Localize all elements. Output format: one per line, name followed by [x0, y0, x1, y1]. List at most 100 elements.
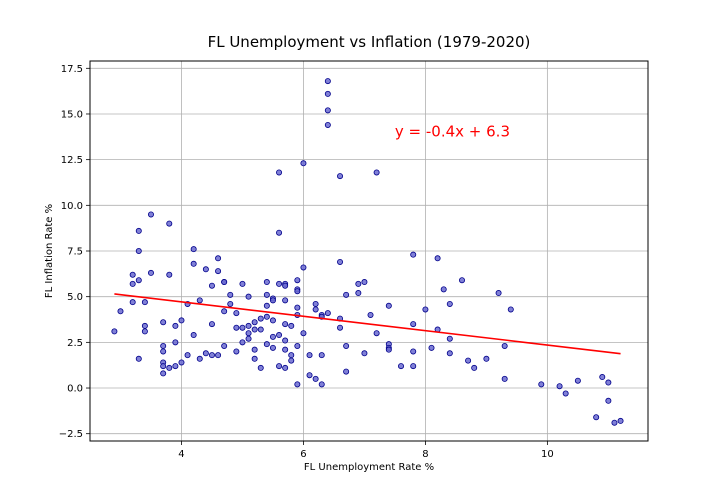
data-point — [276, 363, 283, 370]
data-point — [312, 375, 319, 382]
data-point — [263, 302, 270, 309]
data-point — [355, 290, 362, 297]
data-point — [343, 368, 350, 375]
data-point — [495, 290, 502, 297]
data-point — [239, 324, 246, 331]
data-point — [324, 90, 331, 97]
x-axis-ticks: 4 6 8 10 — [178, 441, 554, 460]
data-point — [294, 304, 301, 311]
data-point — [227, 300, 234, 307]
data-point — [178, 359, 185, 366]
data-point — [245, 293, 252, 300]
data-point — [593, 414, 600, 421]
data-point — [202, 350, 209, 357]
data-point — [215, 255, 222, 262]
data-point — [501, 375, 508, 382]
data-point — [398, 363, 405, 370]
data-point — [440, 286, 447, 293]
data-point — [501, 342, 508, 349]
data-point — [196, 297, 203, 304]
data-point — [337, 324, 344, 331]
data-point — [141, 299, 148, 306]
data-point — [507, 306, 514, 313]
data-point — [141, 322, 148, 329]
data-point — [318, 381, 325, 388]
data-point — [385, 346, 392, 353]
data-point — [196, 355, 203, 362]
data-point — [599, 374, 606, 381]
data-point — [269, 297, 276, 304]
data-point — [245, 335, 252, 342]
data-point — [373, 330, 380, 337]
data-point — [312, 300, 319, 307]
data-point — [147, 269, 154, 276]
x-axis-label: FL Unemployment Rate % — [304, 462, 434, 473]
data-point — [172, 339, 179, 346]
data-point — [605, 397, 612, 404]
data-point — [458, 277, 465, 284]
data-point — [233, 348, 240, 355]
data-point — [172, 363, 179, 370]
data-point — [251, 319, 258, 326]
regression-equation: y = -0.4x + 6.3 — [395, 122, 510, 140]
data-point — [129, 271, 136, 278]
data-point — [574, 377, 581, 384]
x-tick-label: 4 — [178, 449, 184, 460]
data-point — [129, 299, 136, 306]
data-point — [208, 282, 215, 289]
x-tick-label: 10 — [541, 449, 554, 460]
data-points — [111, 78, 624, 426]
data-point — [233, 310, 240, 317]
data-point — [263, 291, 270, 298]
data-point — [245, 330, 252, 337]
data-point — [294, 277, 301, 284]
data-point — [410, 363, 417, 370]
data-point — [282, 364, 289, 371]
data-point — [251, 355, 258, 362]
data-point — [276, 280, 283, 287]
data-point — [135, 227, 142, 234]
data-point — [410, 321, 417, 328]
data-point — [111, 328, 118, 335]
data-point — [135, 247, 142, 254]
data-point — [312, 306, 319, 313]
data-point — [184, 352, 191, 359]
data-point — [221, 279, 228, 286]
data-point — [538, 381, 545, 388]
data-point — [166, 271, 173, 278]
data-point — [263, 279, 270, 286]
data-point — [294, 342, 301, 349]
data-point — [190, 260, 197, 267]
data-point — [318, 352, 325, 359]
y-tick-label: 12.5 — [61, 155, 83, 166]
data-point — [300, 264, 307, 271]
data-point — [172, 322, 179, 329]
data-point — [300, 330, 307, 337]
data-point — [269, 344, 276, 351]
y-tick-label: 10.0 — [61, 201, 83, 212]
data-point — [324, 310, 331, 317]
data-point — [446, 350, 453, 357]
data-point — [410, 251, 417, 258]
data-point — [410, 348, 417, 355]
data-point — [483, 355, 490, 362]
grid-lines — [90, 61, 648, 441]
y-tick-label: 0.0 — [67, 384, 83, 395]
data-point — [263, 341, 270, 348]
data-point — [190, 246, 197, 253]
data-point — [294, 381, 301, 388]
x-tick-label: 8 — [422, 449, 428, 460]
data-point — [556, 383, 563, 390]
data-point — [343, 291, 350, 298]
data-point — [221, 342, 228, 349]
data-point — [245, 322, 252, 329]
data-point — [446, 300, 453, 307]
data-point — [227, 291, 234, 298]
data-point — [160, 370, 167, 377]
data-point — [422, 306, 429, 313]
data-point — [337, 258, 344, 265]
data-point — [166, 220, 173, 227]
data-point — [257, 315, 264, 322]
data-point — [251, 346, 258, 353]
